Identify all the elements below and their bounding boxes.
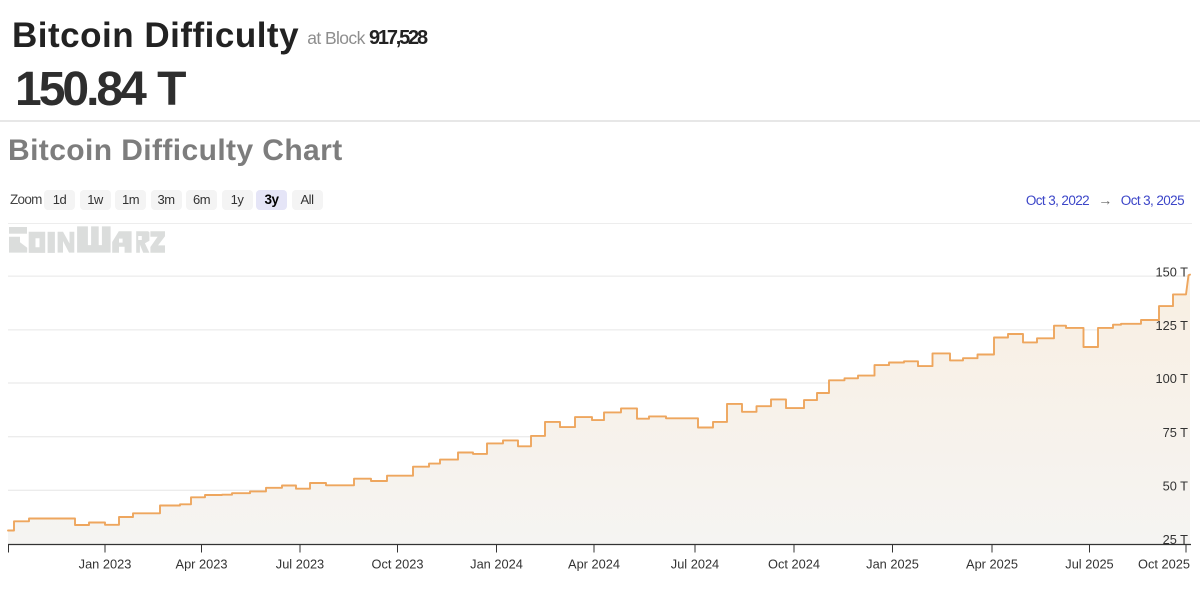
svg-text:150 T: 150 T: [1156, 264, 1189, 279]
svg-text:Jan 2025: Jan 2025: [866, 557, 919, 572]
svg-text:Jan 2023: Jan 2023: [79, 557, 132, 572]
svg-text:Jul 2024: Jul 2024: [671, 557, 719, 572]
svg-text:Oct 2025: Oct 2025: [1138, 557, 1190, 572]
svg-text:Jan 2024: Jan 2024: [470, 557, 523, 572]
svg-text:125 T: 125 T: [1156, 318, 1189, 333]
svg-text:50 T: 50 T: [1163, 478, 1189, 493]
svg-text:100 T: 100 T: [1156, 371, 1189, 386]
svg-text:Apr 2025: Apr 2025: [966, 557, 1018, 572]
svg-text:Apr 2024: Apr 2024: [568, 557, 620, 572]
svg-text:Oct 2023: Oct 2023: [372, 557, 424, 572]
svg-text:25 T: 25 T: [1163, 532, 1189, 547]
svg-text:Apr 2023: Apr 2023: [176, 557, 228, 572]
svg-text:Oct 2024: Oct 2024: [768, 557, 820, 572]
svg-text:75 T: 75 T: [1163, 425, 1189, 440]
svg-text:Jul 2023: Jul 2023: [276, 557, 324, 572]
svg-text:Jul 2025: Jul 2025: [1065, 557, 1113, 572]
